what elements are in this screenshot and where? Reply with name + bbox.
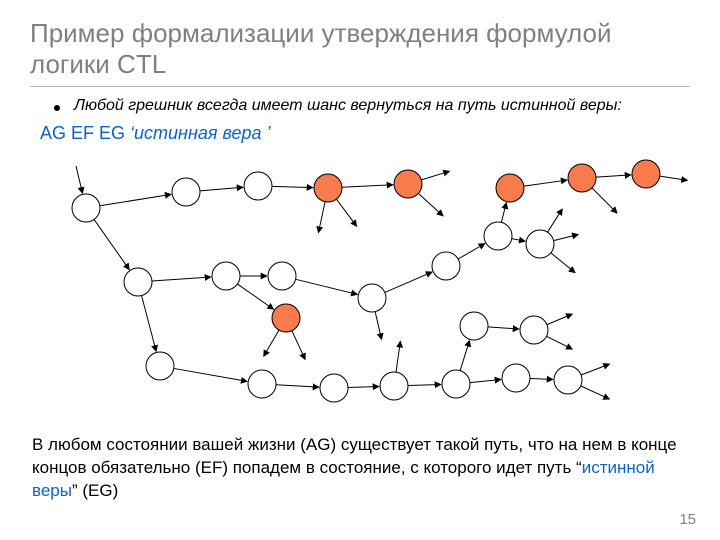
edge: [460, 341, 469, 371]
state-node: [380, 372, 408, 400]
state-node-highlighted: [568, 164, 596, 192]
state-node: [244, 172, 272, 200]
edge-stub: [421, 172, 449, 181]
state-node-highlighted: [314, 174, 342, 202]
edge-stub: [292, 331, 305, 360]
explanation-text: В любом состоянии вашей жизни (AG) сущес…: [32, 434, 688, 503]
state-node: [554, 366, 582, 394]
edge: [458, 244, 485, 260]
page-title: Пример формализации утверждения формулой…: [30, 18, 690, 80]
edge-stub: [551, 253, 575, 273]
state-node-highlighted: [496, 174, 524, 202]
edge-stub: [581, 386, 610, 399]
state-node: [358, 284, 386, 312]
edge: [501, 203, 506, 223]
edge-stub: [660, 177, 688, 181]
title-divider: [30, 86, 690, 87]
state-graph-diagram: [30, 148, 690, 428]
state-node: [248, 370, 276, 398]
edge-stub: [375, 312, 381, 340]
edge: [596, 175, 631, 177]
state-node: [502, 364, 530, 392]
edge: [296, 280, 358, 295]
edge-stub: [336, 200, 356, 227]
state-node: [124, 268, 152, 296]
edge: [200, 188, 243, 192]
state-node: [320, 374, 348, 402]
state-node: [72, 194, 100, 222]
edge-stub: [264, 330, 279, 356]
edge-stub: [547, 314, 572, 325]
state-node: [432, 252, 460, 280]
bullet-dot-icon: [54, 105, 60, 111]
edge: [524, 180, 567, 186]
bullet-item: Любой грешник всегда имеет шанс вернутьс…: [54, 97, 690, 115]
formula-operators: AG EF EG: [40, 123, 130, 143]
edge: [100, 195, 171, 206]
explanation-before: В любом состоянии вашей жизни (AG) сущес…: [32, 435, 677, 477]
edge: [348, 387, 379, 388]
graph-svg: [30, 148, 690, 428]
edge: [276, 385, 319, 387]
state-node: [520, 316, 548, 344]
edge-stub: [547, 337, 573, 350]
edge: [512, 239, 526, 242]
edge-stub: [548, 209, 563, 232]
edge: [152, 277, 211, 281]
state-node: [484, 222, 512, 250]
edge: [408, 385, 441, 386]
edge: [94, 220, 129, 270]
state-node: [268, 262, 296, 290]
state-node: [212, 262, 240, 290]
formula-proposition: ‘истинная вера ’: [130, 123, 270, 143]
edge: [530, 379, 553, 380]
edge: [237, 284, 273, 309]
edge: [470, 380, 501, 383]
bullet-text: Любой грешник всегда имеет шанс вернутьс…: [74, 97, 622, 115]
edge: [488, 327, 519, 329]
state-node: [146, 352, 174, 380]
edge: [174, 369, 247, 382]
state-node: [172, 178, 200, 206]
edge: [272, 187, 313, 188]
explanation-after: ” (EG): [72, 481, 118, 500]
edge-stub: [396, 342, 400, 373]
edge-stub: [418, 194, 443, 217]
edge-stub: [318, 202, 325, 233]
ctl-formula: AG EF EG ‘истинная вера ’: [40, 123, 690, 144]
edge-stub: [592, 188, 617, 213]
page-number: 15: [679, 511, 696, 528]
state-node-highlighted: [632, 160, 660, 188]
edge-stub: [554, 235, 579, 241]
edge: [342, 185, 393, 188]
edge: [76, 166, 83, 193]
state-node: [460, 312, 488, 340]
edge-stub: [581, 364, 610, 375]
state-node-highlighted: [394, 170, 422, 198]
edge: [142, 296, 157, 352]
edge: [385, 272, 432, 292]
state-node: [442, 370, 470, 398]
state-node: [526, 230, 554, 258]
state-node-highlighted: [272, 304, 300, 332]
